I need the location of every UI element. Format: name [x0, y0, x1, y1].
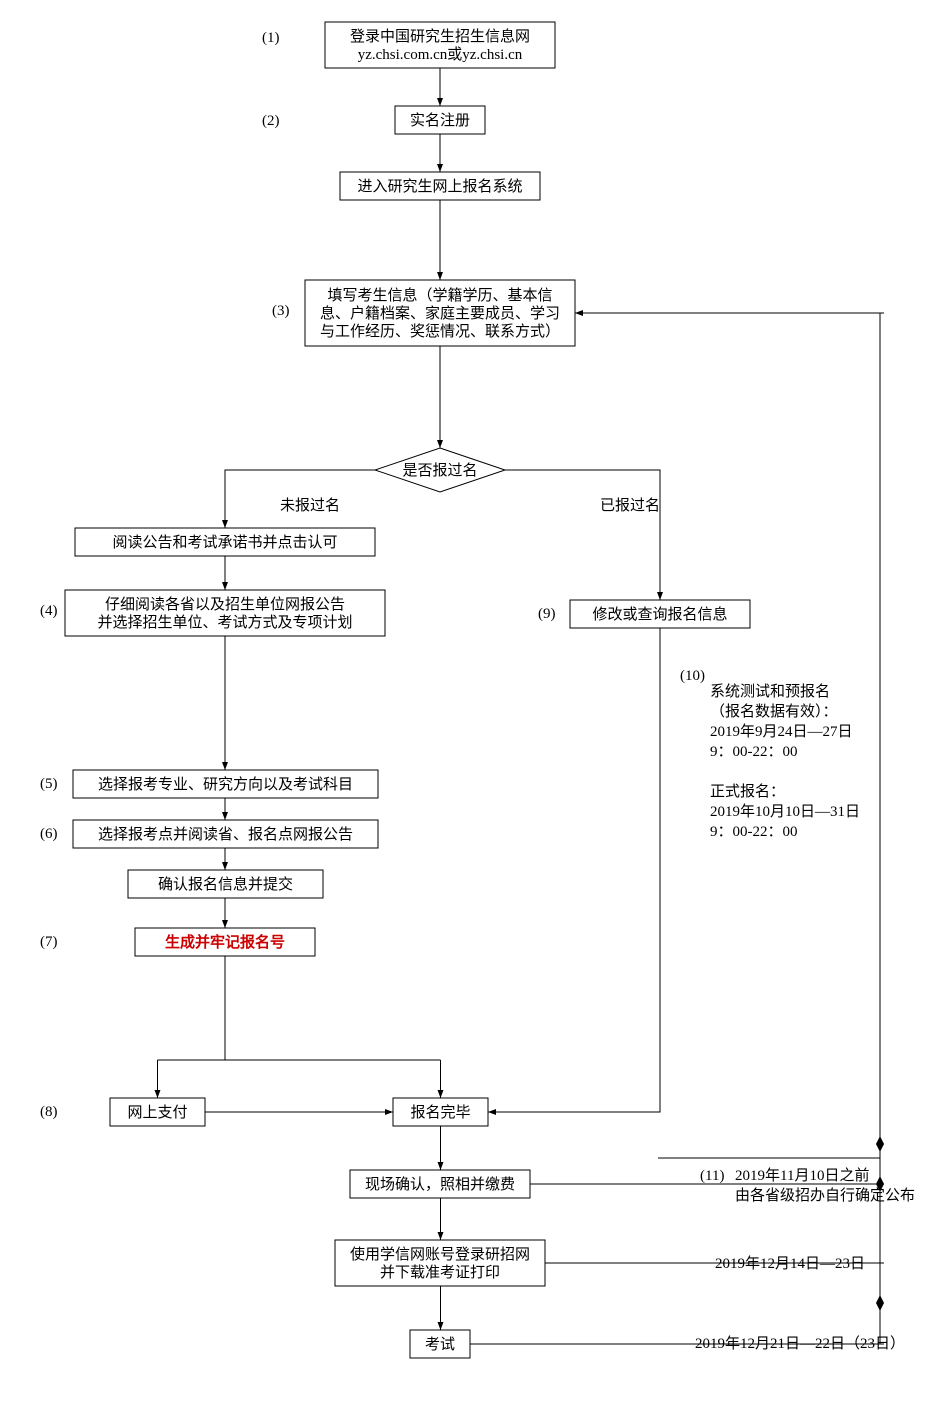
- side-note-10-5: 正式报名：: [710, 783, 785, 800]
- node-label-n2-0: 实名注册: [410, 112, 470, 129]
- node-label-n11-0: 网上支付: [127, 1104, 187, 1121]
- node-label-n14-1: 并下载准考证打印: [380, 1264, 500, 1281]
- step-number-p7: (7): [40, 934, 58, 950]
- node-label-n4-0: 填写考生信息（学籍学历、基本信: [327, 287, 552, 304]
- side-note-15: 2019年12月21日—22日（23日）: [695, 1335, 905, 1352]
- step-number-p1: (1): [262, 30, 280, 46]
- node-label-n4-2: 与工作经历、奖惩情况、联系方式）: [320, 323, 560, 340]
- node-label-n13-0: 现场确认，照相并缴费: [365, 1176, 515, 1193]
- side-note-10-7: 9：00-22：00: [710, 824, 798, 840]
- side-note-10-2: 2019年9月24日—27日: [710, 723, 853, 740]
- node-label-n14-0: 使用学信网账号登录研招网: [350, 1246, 530, 1263]
- node-label-n1-1: yz.chsi.com.cn或yz.chsi.cn: [358, 46, 523, 63]
- node-label-n6-1: 并选择招生单位、考试方式及专项计划: [97, 614, 352, 631]
- seg-marker: [876, 1176, 884, 1184]
- step-number-p9: (9): [538, 606, 556, 622]
- step-number-p11: (11): [700, 1168, 724, 1184]
- edge: [488, 628, 660, 1112]
- branch-label-no: 未报过名: [280, 497, 340, 514]
- side-note-10-3: 9：00-22：00: [710, 744, 798, 760]
- seg-marker: [876, 1303, 884, 1311]
- side-note-14: 2019年12月14日—23日: [715, 1255, 865, 1272]
- node-label-n7-0: 选择报考专业、研究方向以及考试科目: [98, 776, 353, 793]
- side-note-11-1: 由各省级招办自行确定公布: [735, 1187, 915, 1204]
- seg-marker: [876, 1144, 884, 1152]
- side-note-10-6: 2019年10月10日—31日: [710, 803, 860, 820]
- decision-label-d1: 是否报过名: [402, 462, 477, 479]
- step-number-p10: (10): [680, 668, 705, 684]
- step-number-p5: (5): [40, 776, 58, 792]
- step-number-p2: (2): [262, 113, 280, 129]
- node-label-n1-0: 登录中国研究生招生信息网: [350, 28, 530, 45]
- node-label-n10-0: 生成并牢记报名号: [165, 933, 285, 951]
- node-label-n15-0: 考试: [425, 1336, 455, 1353]
- side-note-10-0: 系统测试和预报名: [710, 683, 830, 700]
- step-number-p6: (6): [40, 826, 58, 842]
- step-number-p3: (3): [272, 303, 290, 319]
- side-note-10-1: （报名数据有效）：: [710, 703, 838, 720]
- seg-marker: [876, 1136, 884, 1144]
- node-label-n3-0: 进入研究生网上报名系统: [357, 178, 522, 195]
- node-label-n4-1: 息、户籍档案、家庭主要成员、学习: [320, 304, 560, 322]
- node-label-n9-0: 确认报名信息并提交: [158, 875, 293, 893]
- node-label-n5-0: 阅读公告和考试承诺书并点击认可: [112, 534, 337, 551]
- side-note-11-0: 2019年11月10日之前: [735, 1167, 869, 1184]
- step-number-p4: (4): [40, 603, 58, 619]
- node-label-n12-0: 报名完毕: [410, 1104, 470, 1121]
- node-label-n8-0: 选择报考点并阅读省、报名点网报公告: [98, 826, 353, 843]
- edge: [505, 470, 660, 600]
- seg-marker: [876, 1295, 884, 1303]
- branch-label-yes: 已报过名: [600, 497, 660, 514]
- step-number-p8: (8): [40, 1104, 58, 1120]
- node-label-n6-0: 仔细阅读各省以及招生单位网报公告: [105, 596, 345, 613]
- node-label-n16-0: 修改或查询报名信息: [592, 606, 727, 623]
